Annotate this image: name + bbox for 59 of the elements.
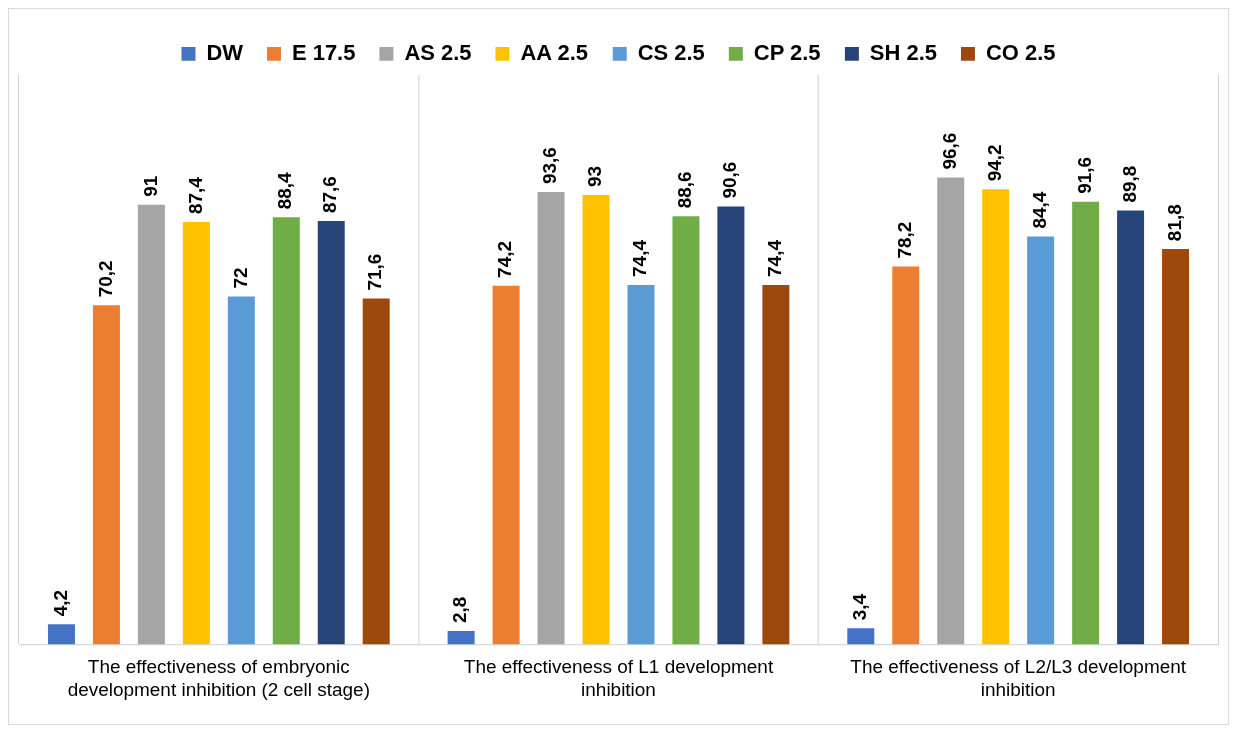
bar [627,284,655,645]
bar [92,305,120,645]
bar [182,222,210,645]
bar [137,204,165,645]
bar [1162,249,1190,645]
data-label: 87,6 [319,176,341,214]
data-label: 91,6 [1073,156,1095,194]
data-label: 3,4 [849,593,871,621]
data-label: 93,6 [539,147,561,185]
data-label: 94,2 [983,144,1005,182]
bar [982,189,1010,645]
bar [582,194,610,645]
bar [272,217,300,645]
bar [447,631,475,645]
data-label: 88,6 [674,171,696,209]
bar [892,266,920,645]
bar [537,192,565,645]
x-tick-label: The effectiveness of embryonic development inhibition (2 cell stage) [67,656,370,700]
legend-label: DW [206,39,244,65]
data-label: 84,4 [1028,191,1050,229]
data-label: 71,6 [364,253,386,291]
data-label: 93 [584,165,606,187]
legend-label: CO 2.5 [985,39,1056,65]
bar [1027,236,1055,645]
bar [847,628,875,645]
data-label: 96,6 [938,132,960,170]
bar [492,285,520,645]
legend-label: CP 2.5 [753,39,821,65]
x-tick-label: The effectiveness of L2/L3 development inhibition [850,656,1187,700]
legend-label: AS 2.5 [404,39,472,65]
data-label: 81,8 [1163,204,1185,242]
data-label: 91 [139,175,161,197]
data-label: 4,2 [49,590,71,617]
legend-label: AA 2.5 [520,39,588,65]
bar [762,284,790,645]
x-tick-label: The effectiveness of L1 development inhibition [463,656,774,700]
data-label: 72 [229,267,251,289]
data-label: 70,2 [94,260,116,298]
data-label: 74,4 [764,239,786,277]
bar [717,206,745,645]
bar [317,221,345,645]
legend-label: E 17.5 [291,39,356,65]
data-label: 74,2 [494,241,516,278]
data-label: 78,2 [893,221,915,259]
data-label: 88,4 [274,171,296,210]
bar [47,624,75,645]
data-label: 74,4 [629,239,651,277]
legend-label: CS 2.5 [637,39,705,65]
bar [937,177,965,645]
bar [672,216,700,645]
data-label: 87,4 [184,176,206,215]
data-label: 89,8 [1118,165,1140,203]
data-label: 90,6 [719,161,741,199]
bar [1072,201,1100,645]
legend-label: SH 2.5 [869,39,937,65]
data-label: 2,8 [449,596,471,624]
bar [362,298,390,645]
bar [227,296,255,645]
bar [1117,210,1145,645]
